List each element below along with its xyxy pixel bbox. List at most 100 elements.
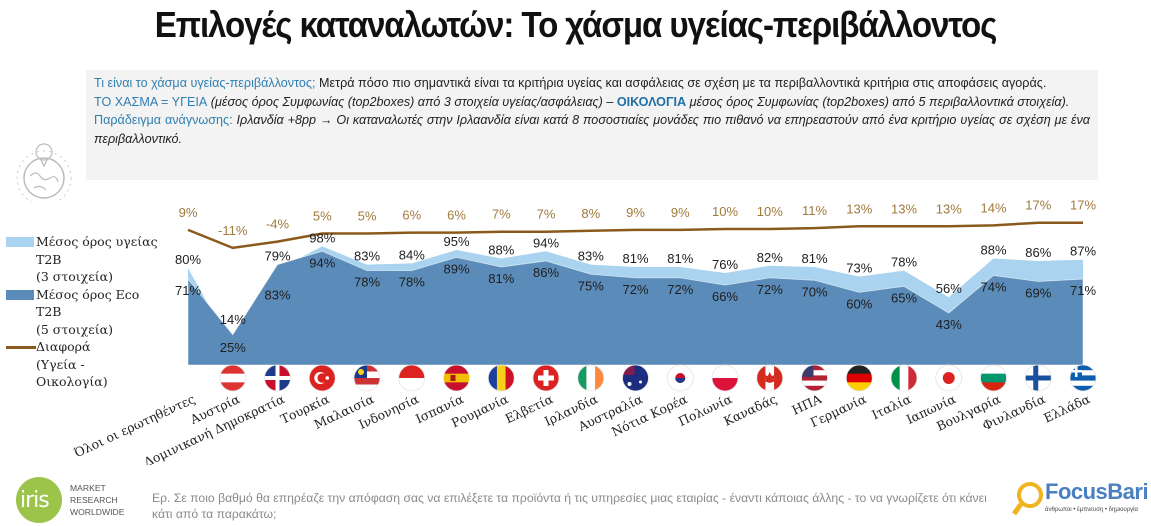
diff-data-label: -4% xyxy=(266,217,290,232)
legend-line-diff xyxy=(6,346,36,349)
flag-border xyxy=(890,364,918,392)
eco-data-label: 72% xyxy=(622,282,648,297)
finland-flag-icon xyxy=(1025,365,1052,391)
category-label: Ελλάδα xyxy=(1041,391,1093,426)
health-data-label: 56% xyxy=(936,281,962,296)
diff-data-label: 7% xyxy=(537,207,556,222)
health-data-label: 88% xyxy=(488,243,514,258)
legend-item-eco: Μέσος όρος Eco T2B (5 στοιχεία) xyxy=(6,286,176,339)
flag-border xyxy=(711,364,739,392)
switzerland-flag-icon xyxy=(533,365,559,391)
eco-data-label: 94% xyxy=(309,255,335,270)
flag-border xyxy=(308,364,336,392)
iris-tagline-3: WORLDWIDE xyxy=(70,507,125,517)
eco-data-label: 71% xyxy=(1070,283,1096,298)
health-data-label: 88% xyxy=(980,243,1006,258)
flag-border xyxy=(1069,364,1097,392)
eco-data-label: 43% xyxy=(936,317,962,332)
health-data-label: 83% xyxy=(354,249,380,264)
eco-data-label: 66% xyxy=(712,289,738,304)
focusbari-tagline: άνθρωποι • έμπνευση • δημιουργία xyxy=(1045,507,1138,513)
eco-area xyxy=(187,250,1084,366)
diff-data-label: 13% xyxy=(936,201,962,216)
diff-data-label: 9% xyxy=(626,205,645,220)
legend-label-diff: Διαφορά xyxy=(36,339,91,354)
diff-data-label: 13% xyxy=(891,201,917,216)
health-data-label: 73% xyxy=(846,261,872,276)
bulgaria-flag-icon xyxy=(980,365,1007,391)
canada-flag-icon xyxy=(756,365,783,391)
flag-border xyxy=(622,364,649,392)
diff-data-label: 5% xyxy=(313,209,332,224)
legend-swatch-eco xyxy=(6,289,34,300)
difference-line xyxy=(187,221,1083,250)
legend-label-diff-2: (Υγεία - xyxy=(36,356,85,372)
ireland-flag-icon xyxy=(577,365,604,391)
austria-flag-icon xyxy=(219,365,246,391)
diff-data-label: 9% xyxy=(671,205,690,220)
eco-data-label: 86% xyxy=(533,265,559,280)
iris-logo-text: iris xyxy=(20,488,50,513)
health-data-label: 14% xyxy=(220,312,246,327)
eco-data-label: 25% xyxy=(220,340,246,355)
flag-border xyxy=(1024,364,1052,392)
eco-data-label: 69% xyxy=(1025,286,1051,301)
diff-data-label: 5% xyxy=(358,209,377,224)
flag-border xyxy=(398,364,426,392)
legend-label-health: Μέσος όρος υγείας xyxy=(36,234,158,249)
area-chart: 9% -11% -4% 5% 5% 6% 6% 7% 7% 8% 9% 9% 10% 10% 11% 13% 1… xyxy=(72,198,1097,465)
flag-border xyxy=(845,364,873,392)
spain-flag-icon xyxy=(443,365,470,391)
health-data-label: 98% xyxy=(309,230,335,245)
health-data-label: 94% xyxy=(533,235,559,250)
flag-border xyxy=(801,364,828,392)
turkey-flag-icon xyxy=(309,365,336,391)
eco-data-label: 72% xyxy=(667,282,693,297)
formula-paragraph: ΤΟ ΧΑΣΜΑ = ΥΓΕΙΑ (μέσος όρος Συμφωνίας (… xyxy=(94,93,1090,112)
iris-logo: iris xyxy=(16,477,62,523)
diff-data-label: 14% xyxy=(980,200,1006,215)
health-data-label: 86% xyxy=(1025,245,1051,260)
health-data-label: 83% xyxy=(578,249,604,264)
legend-item-diff: Διαφορά (Υγεία - Οικολογία) xyxy=(6,338,176,391)
diff-data-label: 10% xyxy=(712,204,738,219)
diff-data-label: 17% xyxy=(1025,198,1051,213)
diff-data-label: 6% xyxy=(447,208,466,223)
magnifier-handle xyxy=(1012,502,1023,516)
eco-data-label: 89% xyxy=(443,261,469,276)
iris-tagline: MARKET RESEARCH WORLDWIDE xyxy=(70,482,124,518)
flag-border xyxy=(487,364,515,392)
legend-swatch-health xyxy=(6,237,34,247)
legend-label-diff-3: Οικολογία) xyxy=(36,374,108,389)
iris-tagline-1: MARKET xyxy=(70,483,106,493)
diff-data-label: 11% xyxy=(802,203,827,218)
eco-data-label: 75% xyxy=(578,278,604,293)
indonesia-flag-icon xyxy=(398,365,425,391)
legend-label-eco-3: (5 στοιχεία) xyxy=(36,321,113,337)
flag-border xyxy=(532,364,560,392)
south-korea-flag-icon xyxy=(667,365,694,391)
gap-text: (μέσος όρος Συμφωνίας (top2boxes) από 3 … xyxy=(207,94,617,109)
diff-data-label: 7% xyxy=(492,207,511,222)
germany-flag-icon xyxy=(846,365,873,391)
flag-border xyxy=(353,364,381,392)
magnifier-icon xyxy=(1017,482,1043,508)
definition-paragraph: Τι είναι το χάσμα υγείας-περιβάλλοντος; … xyxy=(94,74,1090,93)
legend-label-health-2: T2B xyxy=(36,251,62,267)
flag-border xyxy=(219,364,247,392)
legend-label-health-3: (3 στοιχεία) xyxy=(36,269,113,284)
definition-label: Τι είναι το χάσμα υγείας-περιβάλλοντος; xyxy=(94,76,316,90)
gap-label: ΤΟ ΧΑΣΜΑ = ΥΓΕΙΑ xyxy=(94,94,208,109)
diff-data-label: -11% xyxy=(218,223,248,238)
eco-data-label: 65% xyxy=(891,290,917,305)
flag-border xyxy=(666,364,694,392)
eco-data-label: 78% xyxy=(354,275,380,290)
eco-label: ΟΙΚΟΛΟΓΙΑ xyxy=(616,94,687,109)
legend-item-health: Μέσος όρος υγείας T2B (3 στοιχεία) xyxy=(6,233,176,286)
health-data-label: 79% xyxy=(264,249,290,264)
legend-label-eco-2: T2B xyxy=(36,304,62,319)
health-data-label: 87% xyxy=(1070,244,1096,259)
eco-data-label: 72% xyxy=(757,282,783,297)
health-data-label: 84% xyxy=(399,247,425,262)
diff-data-label: 13% xyxy=(846,201,872,216)
